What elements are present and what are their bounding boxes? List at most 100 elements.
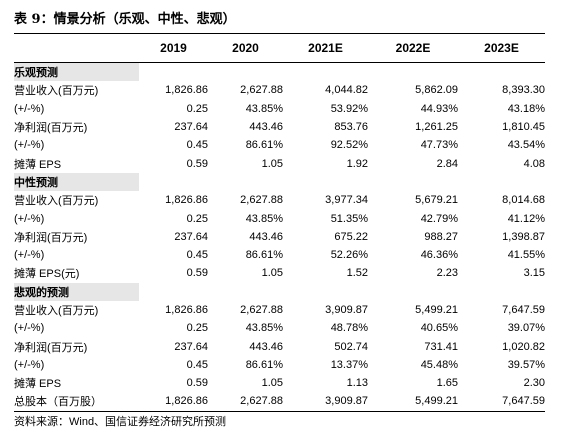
empty-cell — [368, 283, 458, 301]
row-label: (+/-%) — [14, 358, 45, 371]
empty-cell — [208, 173, 283, 191]
value-cell: 43.54% — [507, 139, 545, 152]
value-cell: 0.45 — [186, 139, 208, 152]
empty-cell — [458, 173, 545, 191]
value-cell: 3,977.34 — [325, 194, 368, 207]
empty-cell — [283, 283, 368, 301]
row-label: 营业收入(百万元) — [14, 85, 99, 98]
value-cell: 1,826.86 — [165, 395, 208, 408]
section-title: 悲观的预测 — [14, 282, 139, 301]
data-row: 摊薄 EPS(元) 0.59 1.05 1.52 2.23 3.15 — [14, 264, 545, 282]
data-row: 营业收入(百万元) 1,826.86 2,627.88 4,044.82 5,862.0… — [14, 81, 545, 99]
value-cell: 3.15 — [523, 267, 545, 280]
empty-cell — [208, 283, 283, 301]
row-label: (+/-%) — [14, 139, 45, 152]
value-cell: 237.64 — [174, 121, 208, 134]
value-cell: 1.52 — [346, 267, 368, 280]
empty-cell — [139, 283, 208, 301]
empty-cell — [208, 63, 283, 82]
empty-cell — [139, 63, 208, 82]
row-label: 净利润(百万元) — [14, 122, 88, 135]
section-row: 悲观的预测 — [14, 282, 545, 301]
value-cell: 52.26% — [330, 249, 368, 262]
row-label: 摊薄 EPS(元) — [14, 268, 80, 281]
row-label: 总股本（百万股） — [14, 396, 102, 409]
value-cell: 988.27 — [424, 230, 458, 243]
table: 2019 2020 2021E 2022E 2023E 乐观预测 营业收入(百万元) 1,8… — [14, 33, 545, 412]
value-cell: 53.92% — [330, 102, 368, 115]
value-cell: 1,020.82 — [502, 340, 545, 353]
value-cell: 8,393.30 — [502, 84, 545, 97]
value-cell: 731.41 — [424, 340, 458, 353]
row-label: 营业收入(百万元) — [14, 305, 99, 317]
row-label: 净利润(百万元) — [14, 231, 88, 244]
value-cell: 43.85% — [245, 212, 283, 225]
header-row: 2019 2020 2021E 2022E 2023E — [14, 33, 545, 63]
value-cell: 5,499.21 — [415, 395, 458, 408]
value-cell: 2.84 — [436, 157, 458, 170]
value-cell: 0.25 — [186, 102, 208, 115]
data-row: 总股本（百万股） 1,826.86 2,627.88 3,909.87 5,499.21… — [14, 392, 545, 411]
empty-cell — [458, 63, 545, 82]
data-row: (+/-%) 0.25 43.85% 51.35% 42.79% 41.12% — [14, 209, 545, 227]
value-cell: 443.46 — [249, 230, 283, 243]
row-label: 营业收入(百万元) — [14, 195, 99, 208]
section-title: 中性预测 — [14, 172, 139, 192]
data-row: (+/-%) 0.45 86.61% 92.52% 47.73% 43.54% — [14, 136, 545, 154]
value-cell: 13.37% — [330, 358, 368, 371]
value-cell: 5,499.21 — [415, 304, 458, 316]
value-cell: 48.78% — [330, 322, 368, 335]
column-header: 2020 — [208, 33, 283, 63]
value-cell: 1.05 — [261, 157, 283, 170]
value-cell: 43.85% — [245, 102, 283, 115]
section-row: 中性预测 — [14, 172, 545, 192]
empty-cell — [283, 63, 368, 82]
row-label: (+/-%) — [14, 212, 45, 225]
source-note: 资料来源：Wind、国信证券经济研究所预测 — [14, 416, 227, 428]
empty-cell — [458, 283, 545, 301]
value-cell: 2.23 — [436, 267, 458, 280]
row-label: (+/-%) — [14, 102, 45, 115]
section-row: 乐观预测 — [14, 62, 545, 82]
value-cell: 4,044.82 — [325, 84, 368, 97]
row-label: 摊薄 EPS — [14, 378, 62, 391]
data-row: (+/-%) 0.45 86.61% 13.37% 45.48% 39.57% — [14, 356, 545, 374]
value-cell: 5,679.21 — [415, 194, 458, 207]
value-cell: 40.65% — [420, 322, 458, 335]
table-body: 乐观预测 营业收入(百万元) 1,826.86 2,627.88 4,044.82 5,8… — [14, 62, 545, 412]
data-row: (+/-%) 0.45 86.61% 52.26% 46.36% 41.55% — [14, 246, 545, 264]
data-row: 摊薄 EPS 0.59 1.05 1.92 2.84 4.08 — [14, 154, 545, 172]
value-cell: 45.48% — [420, 358, 458, 371]
value-cell: 502.74 — [334, 340, 368, 353]
value-cell: 92.52% — [330, 139, 368, 152]
value-cell: 8,014.68 — [502, 194, 545, 207]
data-row: 净利润(百万元) 237.64 443.46 675.22 988.27 1,398.87 — [14, 228, 545, 246]
value-cell: 0.59 — [186, 377, 208, 390]
value-cell: 1,826.86 — [165, 194, 208, 207]
value-cell: 0.45 — [186, 249, 208, 262]
value-cell: 41.55% — [507, 249, 545, 262]
value-cell: 1.92 — [346, 157, 368, 170]
value-cell: 86.61% — [245, 249, 283, 262]
value-cell: 443.46 — [249, 340, 283, 353]
empty-cell — [283, 173, 368, 191]
value-cell: 1,826.86 — [165, 304, 208, 316]
row-label: 净利润(百万元) — [14, 341, 88, 354]
value-cell: 1.13 — [346, 377, 368, 390]
value-cell: 4.08 — [523, 157, 545, 170]
header-cell — [14, 33, 139, 63]
value-cell: 675.22 — [334, 230, 368, 243]
value-cell: 0.59 — [186, 157, 208, 170]
value-cell: 237.64 — [174, 340, 208, 353]
value-cell: 3,909.87 — [325, 395, 368, 408]
data-row: 净利润(百万元) 237.64 443.46 853.76 1,261.25 1,810.… — [14, 118, 545, 136]
value-cell: 0.59 — [186, 267, 208, 280]
value-cell: 39.07% — [507, 322, 545, 335]
data-row: 营业收入(百万元) 1,826.86 2,627.88 3,909.87 5,499.2… — [14, 301, 545, 319]
value-cell: 3,909.87 — [325, 304, 368, 316]
empty-cell — [139, 173, 208, 191]
value-cell: 47.73% — [420, 139, 458, 152]
table-title: 表 9：情景分析（乐观、中性、悲观） — [14, 12, 236, 27]
value-cell: 237.64 — [174, 230, 208, 243]
